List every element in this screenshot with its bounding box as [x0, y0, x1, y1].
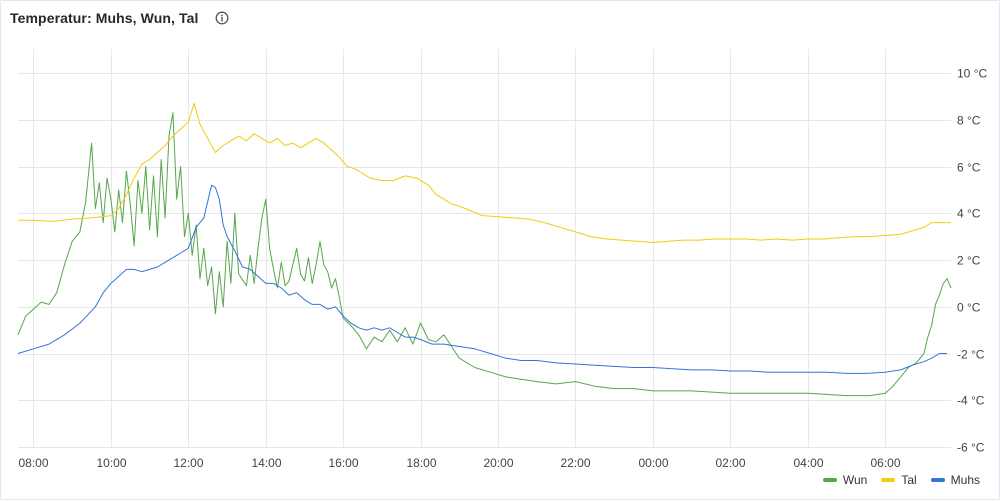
series-layer — [17, 102, 952, 397]
legend-label: Tal — [901, 473, 917, 487]
y-tick-label: -2 °C — [957, 348, 985, 362]
x-tick-label: 12:00 — [173, 456, 203, 470]
x-tick-label: 18:00 — [406, 456, 436, 470]
series-line-muhs[interactable] — [17, 184, 948, 374]
chart-grid — [18, 49, 951, 448]
y-tick-label: 8 °C — [957, 114, 981, 128]
y-tick-label: 0 °C — [957, 301, 981, 315]
y-tick-label: 2 °C — [957, 254, 981, 268]
y-tick-label: 6 °C — [957, 161, 981, 175]
y-tick-label: -4 °C — [957, 394, 985, 408]
legend-swatch — [930, 478, 945, 482]
x-tick-label: 02:00 — [715, 456, 745, 470]
legend-item-wun[interactable]: Wun — [822, 473, 868, 487]
x-tick-label: 20:00 — [483, 456, 513, 470]
info-circle-icon[interactable] — [215, 11, 229, 25]
series-line-tal[interactable] — [18, 102, 951, 243]
legend-item-muhs[interactable]: Muhs — [930, 473, 980, 487]
legend-swatch — [881, 478, 896, 482]
legend-label: Muhs — [950, 473, 980, 487]
x-tick-label: 08:00 — [18, 456, 48, 470]
x-tick-label: 00:00 — [638, 456, 668, 470]
panel-title: Temperatur: Muhs, Wun, Tal — [10, 10, 199, 26]
legend-swatch — [822, 478, 837, 482]
y-tick-label: -6 °C — [957, 441, 985, 455]
series-line-wun[interactable] — [17, 112, 952, 397]
x-tick-label: 16:00 — [328, 456, 358, 470]
x-axis-labels: 08:00 10:00 12:00 14:00 16:00 18:00 20:00 22:00… — [18, 456, 900, 470]
x-tick-label: 14:00 — [251, 456, 281, 470]
x-tick-label: 06:00 — [870, 456, 900, 470]
x-tick-label: 10:00 — [96, 456, 126, 470]
x-tick-label: 22:00 — [560, 456, 590, 470]
y-axis-labels: 10 °C 8 °C 6 °C 4 °C 2 °C 0 °C -2 °C -4 °C -6 °C — [957, 67, 987, 455]
panel-header: Temperatur: Muhs, Wun, Tal — [10, 8, 229, 28]
chart-legend: Wun Tal Muhs — [822, 473, 980, 487]
x-tick-label: 04:00 — [793, 456, 823, 470]
y-tick-label: 4 °C — [957, 207, 981, 221]
y-tick-label: 10 °C — [957, 67, 987, 81]
legend-label: Wun — [842, 473, 868, 487]
legend-item-tal[interactable]: Tal — [881, 473, 917, 487]
